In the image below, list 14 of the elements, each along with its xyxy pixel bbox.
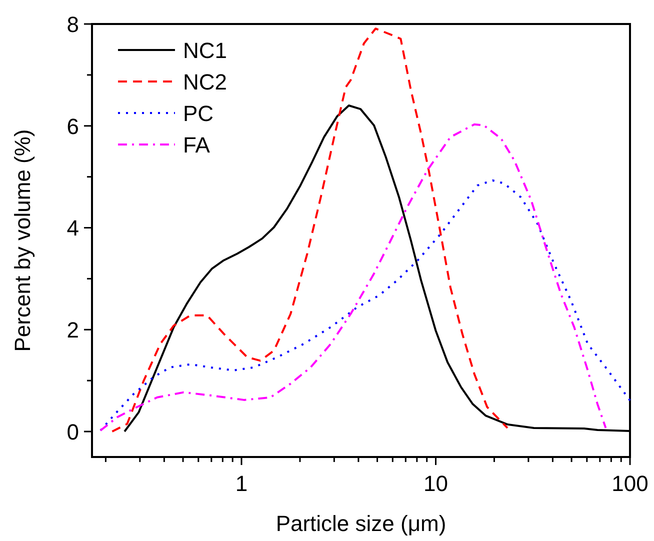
y-tick-label: 6 <box>66 114 79 139</box>
legend-label: PC <box>183 100 214 126</box>
legend-label: NC1 <box>183 38 228 63</box>
y-axis-title: Percent by volume (%) <box>10 129 35 352</box>
y-tick-label: 4 <box>66 216 79 241</box>
y-tick-label: 8 <box>66 12 79 37</box>
x-axis-title: Particle size (μm) <box>276 511 446 536</box>
y-tick-label: 2 <box>66 318 79 343</box>
x-tick-label: 10 <box>424 471 448 496</box>
legend-label: FA <box>183 132 210 158</box>
x-tick-label: 1 <box>235 471 248 496</box>
y-tick-label: 0 <box>66 419 79 444</box>
x-tick-label: 100 <box>612 471 648 496</box>
legend-label: NC2 <box>183 69 228 94</box>
